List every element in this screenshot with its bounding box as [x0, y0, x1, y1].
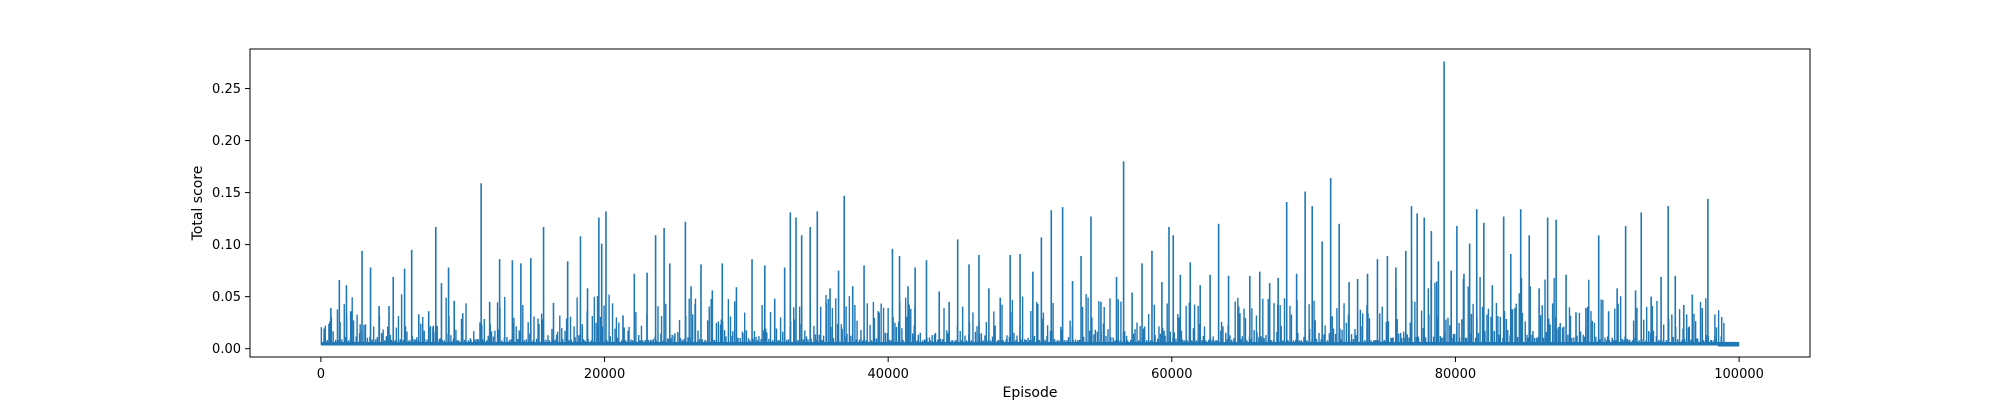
y-tick-label: 0.00 [212, 342, 241, 357]
y-tick-label: 0.25 [212, 82, 241, 97]
y-tick-label: 0.15 [212, 186, 241, 201]
x-tick-label: 0 [317, 367, 325, 382]
x-tick-label: 20000 [584, 367, 625, 382]
plot-frame [249, 48, 1811, 358]
y-tick-label: 0.20 [212, 134, 241, 149]
axes-layer [249, 48, 1811, 358]
ticks-layer: 0 20000 40000 60000 80000 100000 0.00 0.05 0.10 0… [212, 82, 1764, 382]
y-tick-label: 0.05 [212, 290, 241, 305]
series-0 [320, 61, 1740, 347]
x-axis-label: Episode [1003, 385, 1058, 400]
x-tick-label: 100000 [1714, 367, 1764, 382]
y-axis-label: Total score [190, 166, 206, 242]
y-tick-label: 0.10 [212, 238, 241, 253]
x-tick-label: 80000 [1435, 367, 1476, 382]
x-tick-label: 60000 [1151, 367, 1192, 382]
series-layer [320, 61, 1740, 347]
x-tick-label: 40000 [868, 367, 909, 382]
